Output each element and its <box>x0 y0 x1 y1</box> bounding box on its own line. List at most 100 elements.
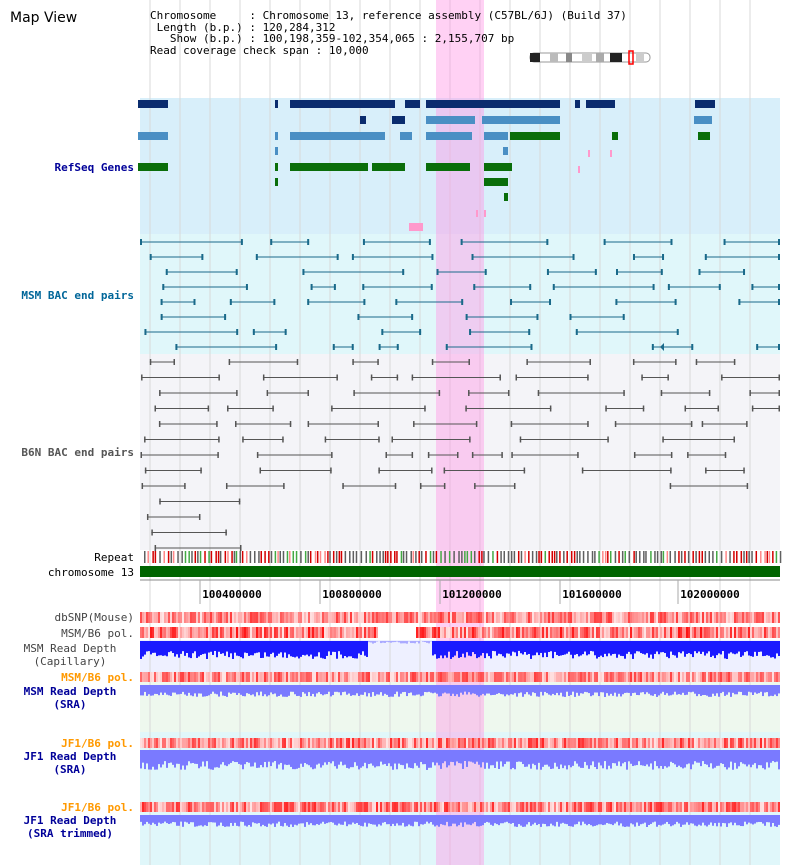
jf1-sra-depth-bar <box>504 750 506 765</box>
jf1-sra-depth-bar <box>452 750 454 763</box>
msm-sra-depth-bar <box>594 685 596 693</box>
repeat-element <box>402 551 405 563</box>
jf1-trimmed-depth-bar <box>542 815 544 824</box>
dbsnp-density <box>498 612 500 623</box>
repeat-element <box>507 551 510 563</box>
msm-polymorphism-density <box>544 672 546 682</box>
msm-polymorphism-density <box>448 672 450 682</box>
repeat-element <box>241 551 244 563</box>
jf1-polymorphism-density <box>350 738 352 748</box>
msm-polymorphism-density <box>304 627 306 638</box>
jf1-polymorphism-density <box>206 802 208 812</box>
msm-sra-depth-bar <box>564 685 566 697</box>
jf1-polymorphism-density <box>360 738 362 748</box>
msm-sra-depth-bar <box>586 685 588 693</box>
msm-polymorphism-density <box>706 627 708 638</box>
msm-capillary-depth-bar <box>410 641 412 644</box>
dbsnp-density <box>212 612 214 623</box>
msm-polymorphism-density <box>390 672 392 682</box>
jf1-polymorphism-density <box>198 738 200 748</box>
msm-polymorphism-density <box>506 672 508 682</box>
jf1-polymorphism-density <box>774 738 776 748</box>
msm-polymorphism-density <box>532 672 534 682</box>
msm-polymorphism-density <box>766 672 768 682</box>
dbsnp-density <box>694 612 696 623</box>
msm-sra-depth-bar <box>404 685 406 692</box>
jf1-polymorphism-density <box>694 802 696 812</box>
jf1-polymorphism-density <box>246 802 248 812</box>
jf1-trimmed-depth-bar <box>436 815 438 826</box>
msm-sra-depth-bar <box>592 685 594 696</box>
msm-polymorphism-density <box>750 627 752 638</box>
msm-polymorphism-density <box>540 627 542 638</box>
jf1-trimmed-depth-bar <box>582 815 584 822</box>
msm-depth-capillary-line1: MSM Read Depth <box>23 642 117 655</box>
jf1-depth-trim-line1: JF1 Read Depth <box>23 814 117 827</box>
dbsnp-density <box>468 612 470 623</box>
jf1-sra-depth-bar <box>506 750 508 762</box>
msm-polymorphism-density <box>450 672 452 682</box>
jf1-trimmed-depth-bar <box>544 815 546 824</box>
jf1-trimmed-depth-bar <box>158 815 160 823</box>
jf1-sra-depth-bar <box>394 750 396 764</box>
msm-polymorphism-density <box>370 627 372 638</box>
msm-polymorphism-density <box>440 627 442 638</box>
b6n-bac-end <box>154 405 157 412</box>
msm-polymorphism-density <box>230 627 232 638</box>
b6n-bac-end <box>144 467 147 474</box>
dbsnp-density <box>438 612 440 623</box>
msm-polymorphism-density <box>646 627 648 638</box>
msm-polymorphism-density <box>666 672 668 682</box>
msm-capillary-depth-bar <box>272 641 274 653</box>
jf1-trimmed-depth-bar <box>572 815 574 827</box>
dbsnp-density <box>502 612 504 623</box>
jf1-sra-depth-bar <box>326 750 328 765</box>
repeat-element <box>487 551 490 563</box>
jf1-sra-depth-bar <box>324 750 326 763</box>
msm-bac-label[interactable]: MSM BAC end pairs <box>21 289 134 302</box>
jf1-polymorphism-density <box>600 738 602 748</box>
dbsnp-density <box>604 612 606 623</box>
jf1-trimmed-depth-bar <box>252 815 254 823</box>
jf1-polymorphism-density <box>696 738 698 748</box>
msm-capillary-depth-bar <box>618 641 620 655</box>
jf1-sra-depth-bar <box>202 750 204 762</box>
jf1-polymorphism-density <box>648 738 650 748</box>
jf1-trimmed-depth-bar <box>492 815 494 826</box>
jf1-sra-depth-bar <box>616 750 618 766</box>
jf1-polymorphism-density <box>606 738 608 748</box>
msm-capillary-depth-bar <box>354 641 356 659</box>
msm-sra-depth-bar <box>252 685 254 695</box>
msm-polymorphism-density <box>260 627 262 638</box>
jf1-polymorphism-density <box>634 738 636 748</box>
msm-bac-end <box>651 344 654 350</box>
jf1-polymorphism-density <box>678 738 680 748</box>
jf1-polymorphism-density <box>636 738 638 748</box>
repeat-element <box>609 551 612 563</box>
jf1-trimmed-depth-bar <box>594 815 596 826</box>
msm-polymorphism-density <box>740 627 742 638</box>
jf1-trimmed-depth-bar <box>496 815 498 825</box>
jf1-polymorphism-density <box>660 802 662 812</box>
jf1-sra-depth-bar <box>204 750 206 767</box>
jf1-polymorphism-density <box>164 802 166 812</box>
msm-polymorphism-density <box>300 672 302 682</box>
msm-capillary-depth-bar <box>574 641 576 655</box>
jf1-polymorphism-density <box>362 738 364 748</box>
msm-polymorphism-density <box>432 672 434 682</box>
jf1-trimmed-depth-bar <box>696 815 698 827</box>
dbsnp-density <box>660 612 662 623</box>
refseq-genes-label[interactable]: RefSeq Genes <box>54 161 134 174</box>
jf1-polymorphism-density <box>374 738 376 748</box>
msm-sra-depth-bar <box>548 685 550 695</box>
jf1-polymorphism-density <box>720 802 722 812</box>
jf1-sra-depth-bar <box>728 750 730 768</box>
msm-bac-end <box>674 299 677 305</box>
jf1-polymorphism-density <box>524 738 526 748</box>
b6n-bac-label[interactable]: B6N BAC end pairs <box>21 446 134 459</box>
msm-sra-depth-bar <box>200 685 202 694</box>
jf1-polymorphism-density <box>200 802 202 812</box>
jf1-trimmed-depth-bar <box>156 815 158 826</box>
msm-capillary-depth-bar <box>382 641 384 643</box>
